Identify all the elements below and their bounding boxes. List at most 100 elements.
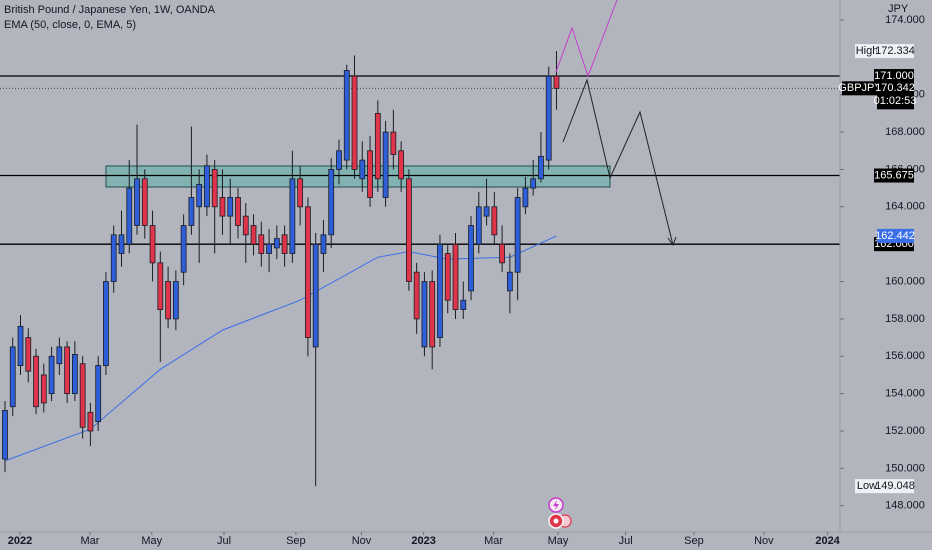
candle-body [9, 346, 16, 408]
indicator-label: EMA (50, close, 0, EMA, 5) [4, 19, 136, 31]
candle-body [110, 234, 117, 282]
candle-body [305, 206, 311, 338]
candle-body [211, 169, 218, 208]
low-tag-label: 149.048 [875, 480, 915, 492]
candle-body [242, 215, 249, 236]
candle-body [266, 243, 272, 254]
x-tick-label: Jul [217, 535, 231, 547]
y-tick-label: 158.000 [885, 313, 925, 325]
low-tag-name: Low [857, 480, 877, 492]
candle-body [118, 234, 125, 254]
candle-body [336, 150, 342, 170]
candle-body [297, 178, 304, 208]
x-tick-label: 2024 [815, 535, 840, 547]
candle-body [40, 374, 47, 404]
candle-body [64, 346, 70, 395]
chart-title: British Pound / Japanese Yen, 1W, OANDA [4, 4, 216, 16]
low-tag-name-box [855, 479, 879, 494]
x-tick-label: Nov [352, 535, 372, 547]
candle-body [538, 155, 544, 180]
x-tick-label: May [548, 535, 569, 547]
candle-body [444, 253, 451, 301]
candle-body [522, 187, 529, 208]
candle-body [374, 112, 381, 180]
candle-body [382, 131, 389, 198]
candle-body [475, 206, 482, 245]
candle-body [87, 411, 94, 432]
candle-body [289, 178, 296, 254]
candle-body [172, 281, 179, 320]
candle-body [320, 234, 327, 254]
candle-body [227, 197, 234, 217]
high-tag-name: High [856, 45, 879, 57]
y-tick-label: 148.000 [885, 500, 925, 512]
y-tick-label: 150.000 [885, 462, 925, 474]
candle-body [460, 299, 467, 310]
candle-body [188, 197, 195, 226]
candle-body [530, 178, 537, 189]
candle-body [48, 355, 55, 395]
candle-body [468, 225, 474, 292]
symbol-label: GBPJPY [838, 82, 882, 94]
candle-body [483, 206, 490, 217]
y-tick-label: 164.000 [885, 201, 925, 213]
candle-body [79, 363, 86, 428]
candle-body [103, 281, 109, 367]
x-tick-label: May [141, 535, 162, 547]
ema-tag-label: 162.442 [875, 230, 915, 242]
y-tick-label: 168.000 [885, 126, 925, 138]
candle-body [134, 178, 140, 226]
candle-body [219, 197, 226, 217]
projection-path [562, 78, 674, 246]
candle-body [491, 206, 498, 236]
candle-body [17, 325, 24, 367]
last-price-tag [877, 81, 914, 110]
drawings [555, 0, 677, 247]
low-tag-box [877, 479, 914, 494]
candle-body [359, 159, 366, 180]
level-label: 171.000 [874, 70, 914, 82]
candle-body [95, 365, 102, 423]
candle-body [312, 243, 319, 348]
candle-body [328, 169, 335, 236]
candle-body [545, 75, 552, 161]
candle-body [204, 165, 210, 208]
candle-body [126, 187, 133, 245]
candle-body [281, 234, 288, 254]
plot-area [0, 51, 840, 487]
candle-body [343, 70, 350, 161]
candle-body [413, 271, 420, 320]
candle-body [71, 353, 78, 395]
candle-body [56, 346, 63, 365]
high-tag-name-box [855, 44, 879, 59]
ema-tag [877, 228, 914, 243]
alert-glyph [553, 500, 559, 510]
countdown-label: 01:02:53 [874, 95, 917, 107]
y-tick-label: 154.000 [885, 388, 925, 400]
candle-body [398, 150, 405, 180]
alt-projection-path [555, 0, 618, 78]
x-tick-label: Sep [684, 535, 704, 547]
chart-icons [548, 497, 572, 529]
y-tick-label: 174.000 [885, 14, 925, 26]
candle-body [506, 271, 513, 292]
candle-body [235, 197, 241, 226]
candle-body [2, 410, 8, 460]
arrow-head [667, 236, 677, 247]
candle-body [421, 281, 428, 348]
candle-body [165, 281, 171, 320]
candle-body [499, 243, 505, 264]
last-price-label: 170.342 [875, 82, 915, 94]
candle-body [157, 262, 164, 310]
currency-label: JPY [888, 3, 909, 15]
candle-body [250, 225, 257, 245]
ema-line [4, 235, 557, 462]
y-tick-label: 156.000 [885, 350, 925, 362]
candle-body [273, 238, 280, 249]
candle-body [367, 150, 373, 198]
candle-body [141, 178, 148, 226]
high-tag-box [877, 44, 914, 59]
x-tick-label: Sep [286, 535, 306, 547]
high-tag-label: 172.334 [875, 45, 915, 57]
